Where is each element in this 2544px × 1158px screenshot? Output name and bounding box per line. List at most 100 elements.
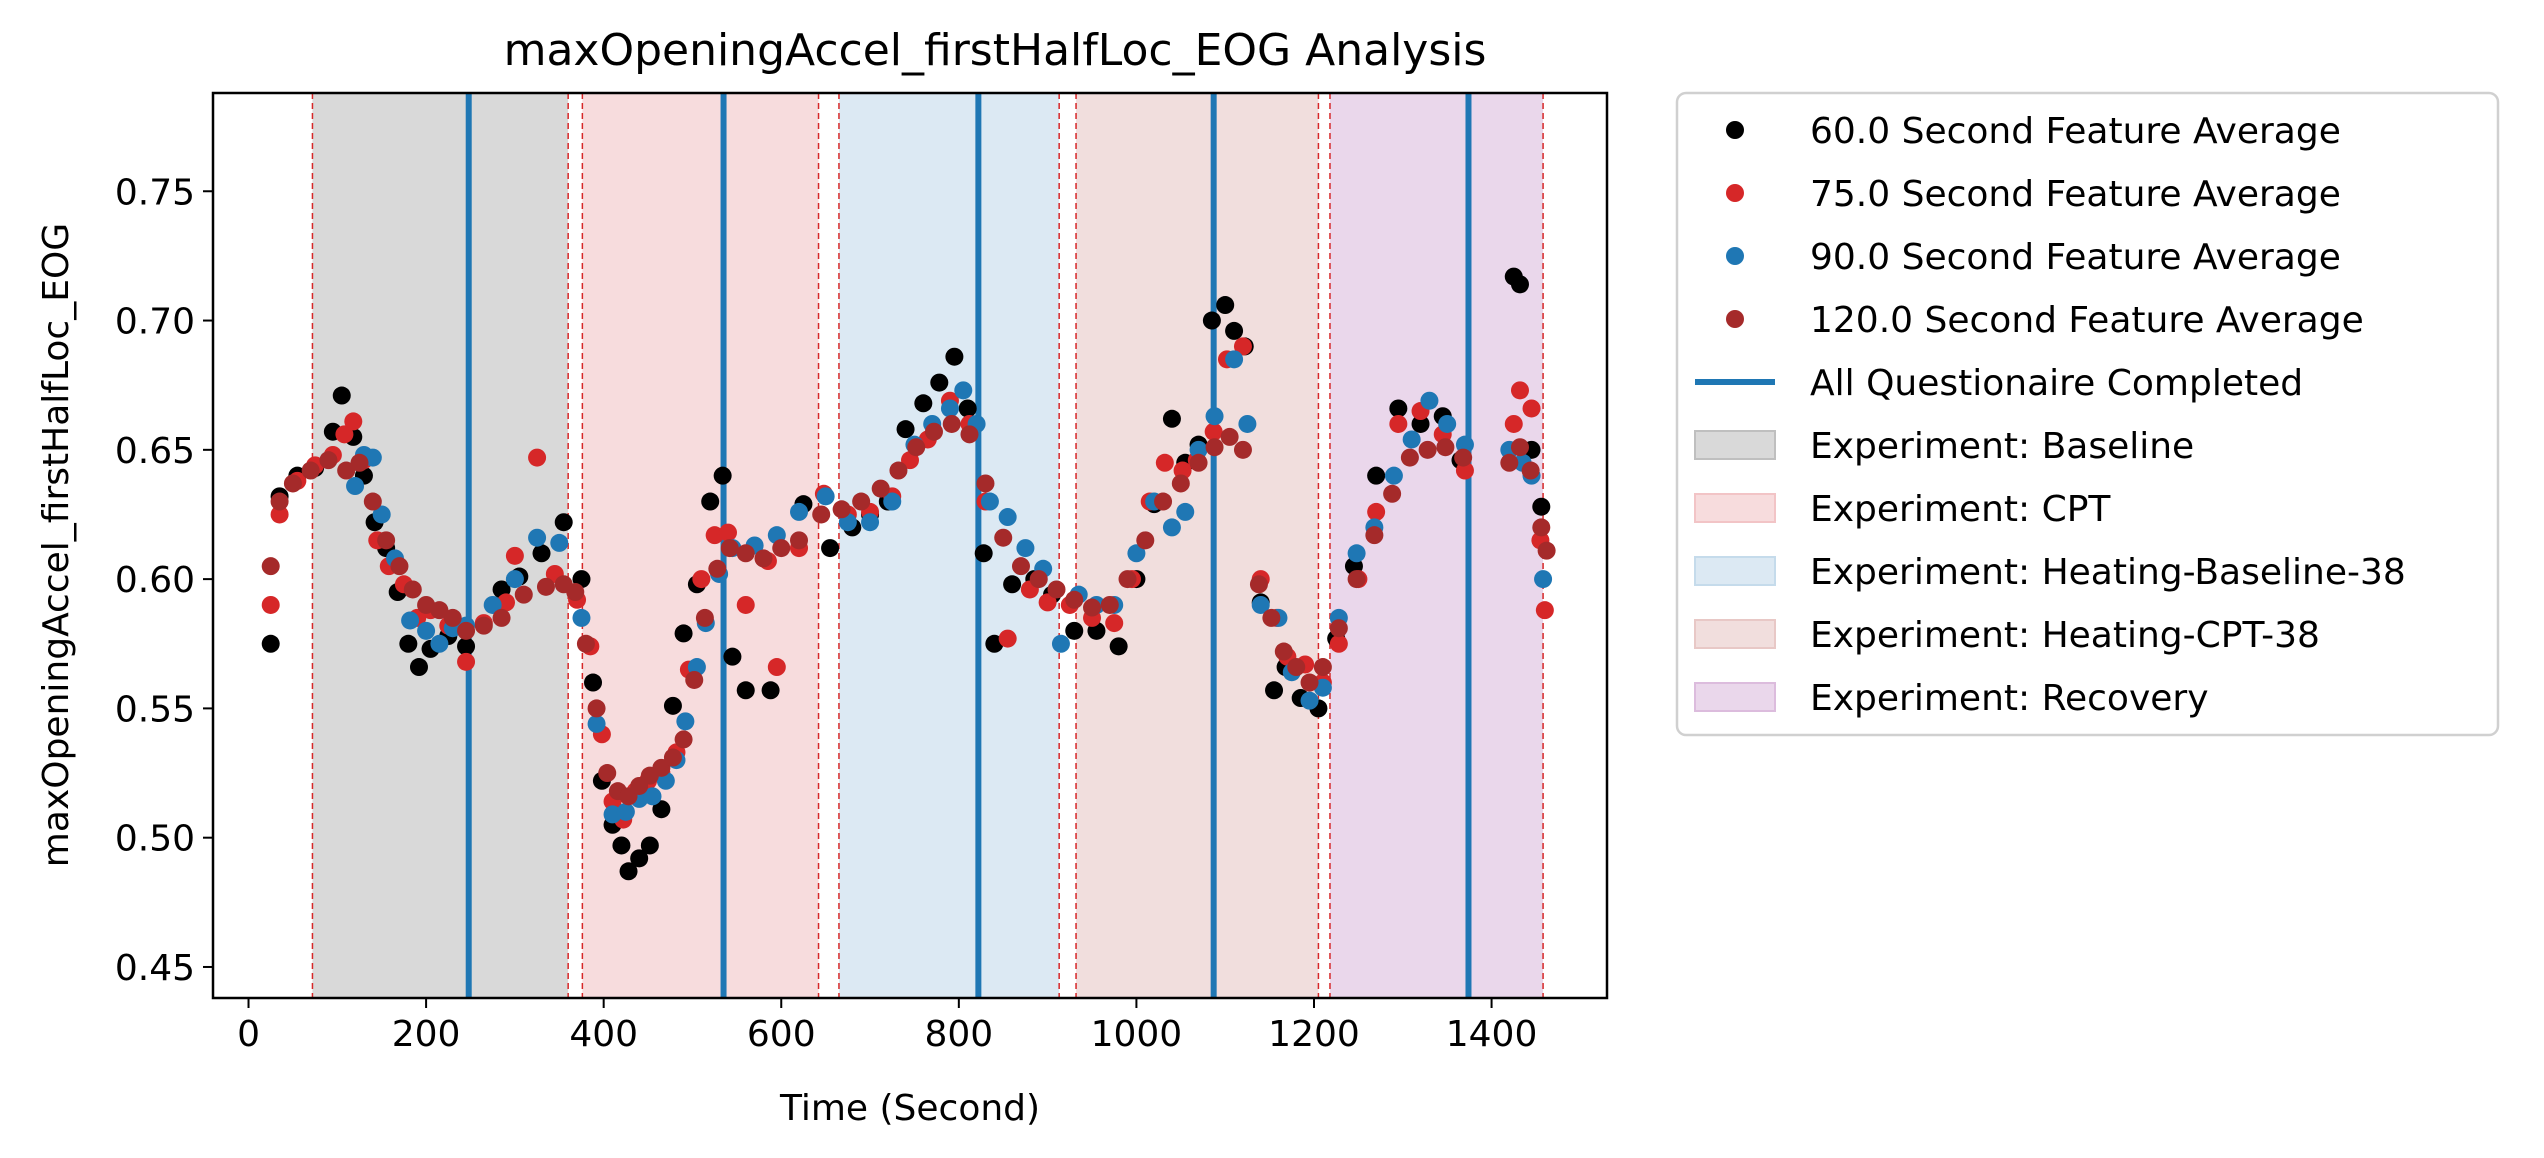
point-90-0-second-feature-average-0 [346, 477, 365, 496]
point-120-0-second-feature-average-45 [924, 422, 943, 441]
legend-label: 75.0 Second Feature Average [1810, 174, 2341, 215]
point-120-0-second-feature-average-16 [492, 608, 511, 627]
legend-label: Experiment: Baseline [1810, 426, 2194, 467]
phase-band-experiment-baseline [312, 93, 569, 998]
point-60-0-second-feature-average-15 [457, 637, 476, 656]
point-120-0-second-feature-average-67 [1287, 658, 1306, 677]
point-90-0-second-feature-average-53 [1225, 350, 1244, 369]
point-120-0-second-feature-average-20 [566, 583, 585, 602]
y-tick-label-1: 0.50 [115, 819, 195, 860]
point-75-0-second-feature-average-33 [736, 595, 755, 614]
point-90-0-second-feature-average-13 [550, 533, 569, 552]
point-120-0-second-feature-average-38 [790, 531, 809, 550]
point-120-0-second-feature-average-15 [474, 616, 493, 635]
point-120-0-second-feature-average-63 [1233, 440, 1252, 459]
legend-item-60-0-second-feature-average: 60.0 Second Feature Average [1726, 111, 2341, 152]
legend-item-experiment-baseline: Experiment: Baseline [1694, 426, 2194, 467]
legend-patch [1694, 430, 1776, 460]
y-axis-label: maxOpeningAccel_firstHalfLoc_EOG [36, 223, 77, 867]
point-75-0-second-feature-average-74 [1522, 399, 1541, 418]
point-120-0-second-feature-average-60 [1189, 453, 1208, 472]
point-120-0-second-feature-average-53 [1065, 590, 1084, 609]
point-120-0-second-feature-average-57 [1136, 531, 1155, 550]
point-120-0-second-feature-average-29 [663, 748, 682, 767]
point-120-0-second-feature-average-37 [772, 539, 791, 558]
legend-item-experiment-heating-baseline-38: Experiment: Heating-Baseline-38 [1694, 552, 2406, 593]
point-90-0-second-feature-average-61 [1347, 544, 1366, 563]
point-60-0-second-feature-average-65 [1265, 681, 1284, 700]
y-tick-label-2: 0.55 [115, 689, 195, 730]
point-120-0-second-feature-average-55 [1100, 595, 1119, 614]
point-120-0-second-feature-average-35 [736, 544, 755, 563]
point-90-0-second-feature-average-7 [430, 634, 449, 653]
point-60-0-second-feature-average-46 [958, 399, 977, 418]
point-90-0-second-feature-average-15 [587, 714, 606, 733]
point-90-0-second-feature-average-11 [505, 570, 524, 589]
point-75-0-second-feature-average-32 [718, 523, 737, 542]
point-90-0-second-feature-average-3 [372, 505, 391, 524]
point-75-0-second-feature-average-65 [1329, 634, 1348, 653]
point-120-0-second-feature-average-8 [377, 531, 396, 550]
point-120-0-second-feature-average-66 [1274, 642, 1293, 661]
point-120-0-second-feature-average-58 [1154, 492, 1173, 511]
point-120-0-second-feature-average-10 [403, 580, 422, 599]
point-120-0-second-feature-average-75 [1418, 440, 1437, 459]
y-tick-label-5: 0.70 [115, 302, 195, 343]
point-120-0-second-feature-average-51 [1029, 570, 1048, 589]
point-60-0-second-feature-average-33 [713, 466, 732, 485]
legend-item-all-questionaire-completed: All Questionaire Completed [1695, 363, 2303, 404]
point-60-0-second-feature-average-25 [619, 862, 638, 881]
point-60-0-second-feature-average-44 [930, 373, 949, 392]
legend-patch [1694, 682, 1776, 712]
point-90-0-second-feature-average-49 [1162, 518, 1181, 537]
point-90-0-second-feature-average-66 [1438, 414, 1457, 433]
point-75-0-second-feature-average-17 [505, 546, 524, 565]
point-60-0-second-feature-average-28 [652, 800, 671, 819]
x-tick-label-1200: 1200 [1268, 1014, 1360, 1055]
point-60-0-second-feature-average-73 [1411, 414, 1430, 433]
point-120-0-second-feature-average-64 [1249, 575, 1268, 594]
point-120-0-second-feature-average-56 [1118, 570, 1137, 589]
point-120-0-second-feature-average-61 [1205, 438, 1224, 457]
point-120-0-second-feature-average-46 [942, 414, 961, 433]
point-120-0-second-feature-average-2 [283, 474, 302, 493]
point-60-0-second-feature-average-5 [332, 386, 351, 405]
point-120-0-second-feature-average-1 [270, 492, 289, 511]
scatter-points [261, 267, 1556, 881]
point-120-0-second-feature-average-34 [720, 539, 739, 558]
point-60-0-second-feature-average-77 [1510, 275, 1529, 294]
point-120-0-second-feature-average-0 [261, 557, 280, 576]
point-90-0-second-feature-average-51 [1189, 440, 1208, 459]
point-120-0-second-feature-average-73 [1383, 484, 1402, 503]
point-120-0-second-feature-average-33 [708, 559, 727, 578]
legend-label: 90.0 Second Feature Average [1810, 237, 2341, 278]
legend-item-experiment-recovery: Experiment: Recovery [1694, 678, 2209, 719]
point-90-0-second-feature-average-65 [1420, 391, 1439, 410]
legend-label: 60.0 Second Feature Average [1810, 111, 2341, 152]
legend-label: Experiment: Heating-Baseline-38 [1810, 552, 2406, 593]
point-120-0-second-feature-average-50 [1011, 557, 1030, 576]
point-60-0-second-feature-average-49 [1003, 575, 1022, 594]
point-90-0-second-feature-average-14 [572, 608, 591, 627]
point-120-0-second-feature-average-7 [363, 492, 382, 511]
point-90-0-second-feature-average-10 [483, 595, 502, 614]
point-75-0-second-feature-average-30 [692, 570, 711, 589]
point-75-0-second-feature-average-14 [457, 652, 476, 671]
point-120-0-second-feature-average-40 [832, 500, 851, 519]
point-75-0-second-feature-average-68 [1389, 414, 1408, 433]
point-75-0-second-feature-average-57 [1204, 422, 1223, 441]
point-60-0-second-feature-average-32 [701, 492, 720, 511]
point-120-0-second-feature-average-78 [1500, 453, 1519, 472]
point-75-0-second-feature-average-76 [1535, 601, 1554, 620]
point-90-0-second-feature-average-40 [998, 508, 1017, 527]
point-60-0-second-feature-average-45 [945, 347, 964, 366]
point-120-0-second-feature-average-44 [907, 438, 926, 457]
point-90-0-second-feature-average-52 [1205, 407, 1224, 426]
point-90-0-second-feature-average-55 [1251, 595, 1270, 614]
legend-marker [1726, 247, 1744, 265]
point-90-0-second-feature-average-54 [1238, 414, 1257, 433]
point-60-0-second-feature-average-19 [554, 513, 573, 532]
point-90-0-second-feature-average-5 [401, 611, 420, 630]
point-90-0-second-feature-average-33 [883, 492, 902, 511]
